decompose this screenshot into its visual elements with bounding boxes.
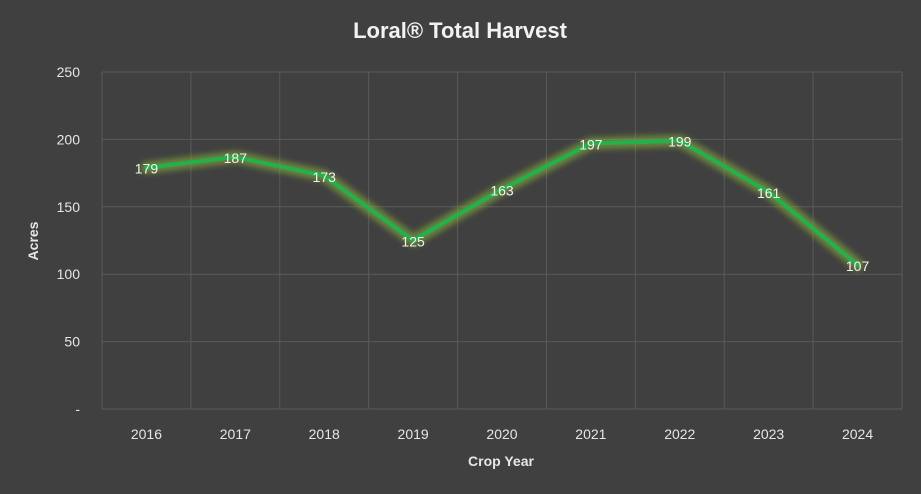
grid: [101, 71, 903, 410]
y-axis-ticks: - 50 100 150 200 250: [57, 64, 81, 417]
series-line-group: [140, 134, 864, 271]
data-label: 161: [757, 185, 781, 201]
y-tick-label: 50: [64, 334, 80, 350]
data-label: 187: [224, 150, 248, 166]
y-tick-label: 200: [57, 131, 81, 147]
x-tick-label: 2017: [220, 426, 251, 442]
y-tick-label: -: [75, 401, 80, 417]
data-label: 199: [668, 134, 692, 150]
x-tick-label: 2020: [486, 426, 517, 442]
data-label: 173: [313, 169, 337, 185]
x-tick-label: 2022: [664, 426, 695, 442]
x-tick-label: 2021: [575, 426, 606, 442]
x-axis-label: Crop Year: [468, 453, 534, 469]
data-label: 197: [579, 136, 603, 152]
x-tick-label: 2018: [309, 426, 340, 442]
x-tick-label: 2023: [753, 426, 784, 442]
x-tick-label: 2019: [398, 426, 429, 442]
y-tick-label: 250: [57, 64, 81, 80]
x-tick-label: 2024: [842, 426, 873, 442]
series-line: [144, 138, 860, 267]
x-tick-label: 2016: [131, 426, 162, 442]
y-tick-label: 150: [57, 199, 81, 215]
data-labels: 179 187 173 125 163 197 199 161 107: [135, 134, 870, 274]
chart-title: Loral® Total Harvest: [353, 18, 568, 43]
data-label: 179: [135, 161, 159, 177]
data-label: 125: [401, 234, 425, 250]
y-axis-label: Acres: [25, 221, 41, 260]
x-axis-ticks: 2016 2017 2018 2019 2020 2021 2022 2023 2024: [131, 426, 873, 442]
data-label: 163: [490, 182, 514, 198]
y-tick-label: 100: [57, 266, 81, 282]
data-label: 107: [846, 258, 870, 274]
